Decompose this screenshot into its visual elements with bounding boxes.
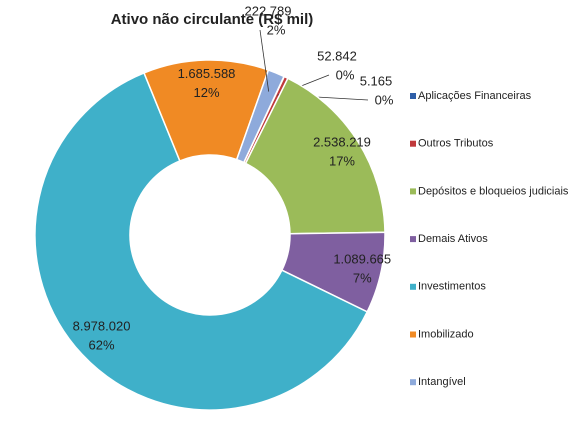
legend-text: Demais Ativos (418, 233, 488, 245)
percent-label: 0% (336, 67, 355, 82)
value-label: 5.165 (360, 73, 393, 88)
legend-swatch (410, 379, 416, 386)
legend-swatch (410, 283, 416, 290)
legend-swatch (410, 140, 416, 147)
legend-swatch (410, 93, 416, 99)
legend-text: Intangível (418, 376, 466, 388)
legend-text: Depósitos e bloqueios judiciais (418, 185, 569, 197)
percent-label: 12% (193, 85, 219, 100)
value-label: 8.978.020 (73, 319, 131, 334)
chart-title: Ativo não circulante (R$ mil) (111, 11, 314, 28)
legend-text: Aplicações Financeiras (418, 90, 532, 102)
percent-label: 17% (329, 153, 355, 168)
value-label: 2.538.219 (313, 134, 371, 149)
percent-label: 7% (353, 270, 372, 285)
legend-text: Outros Tributos (418, 138, 494, 150)
value-label: 1.685.588 (178, 66, 236, 81)
legend-swatch (410, 188, 416, 195)
leader-line (259, 29, 270, 92)
percent-label: 0% (375, 92, 394, 107)
legend-text: Imobilizado (418, 328, 474, 340)
legend-text: Investimentos (418, 281, 486, 293)
value-label: 1.089.665 (333, 251, 391, 266)
legend-swatch (410, 331, 416, 338)
slice (244, 77, 386, 235)
value-label: 52.842 (317, 48, 357, 63)
percent-label: 2% (267, 22, 286, 37)
slice (235, 69, 285, 164)
slice (34, 71, 369, 411)
legend-swatch (410, 236, 416, 243)
percent-label: 62% (89, 338, 115, 353)
value-label: 222.789 (245, 3, 292, 18)
